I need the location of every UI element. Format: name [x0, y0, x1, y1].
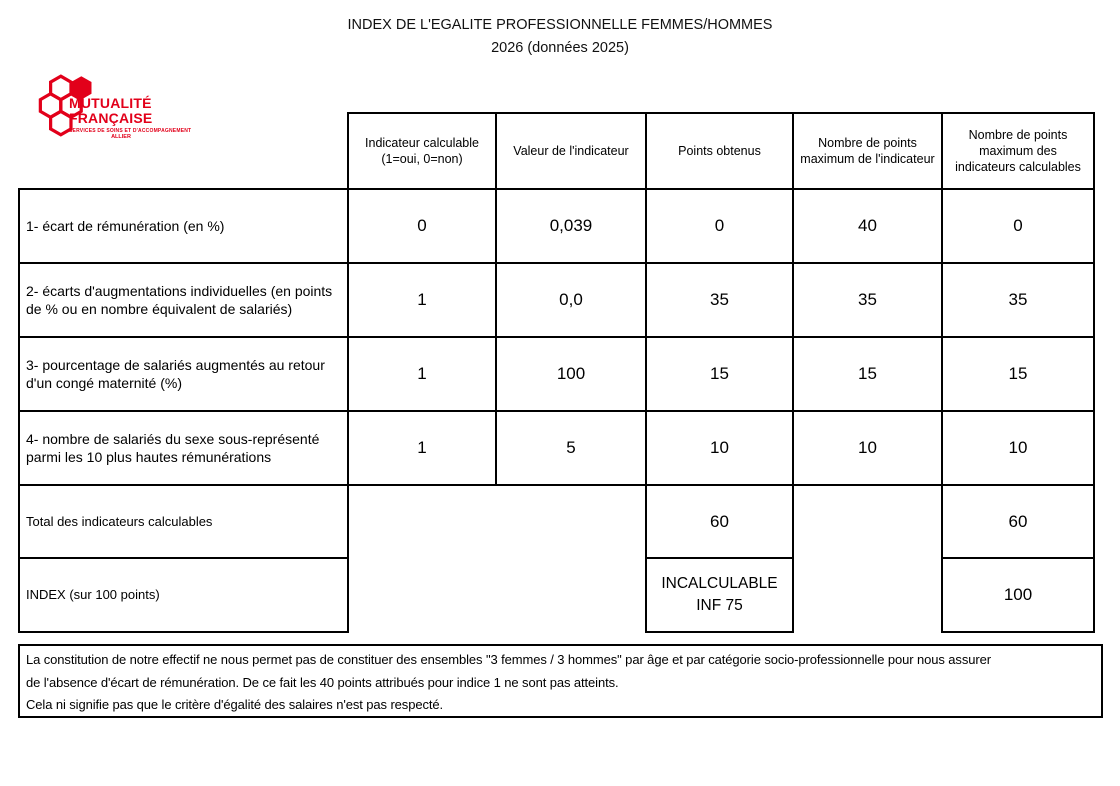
row2-max-indicateur: 35: [792, 262, 943, 338]
row4-points: 10: [645, 410, 794, 486]
page-title-line1: INDEX DE L'EGALITE PROFESSIONNELLE FEMME…: [347, 17, 773, 33]
page-title-line2: 2026 (données 2025): [491, 40, 629, 56]
row4-label: 4- nombre de salariés du sexe sous-repré…: [18, 410, 349, 486]
row3-valeur: 100: [495, 336, 647, 412]
row1-points: 0: [645, 188, 794, 264]
row2-points: 35: [645, 262, 794, 338]
header-valeur-indicateur: Valeur de l'indicateur: [495, 112, 647, 190]
row2-label: 2- écarts d'augmentations individuelles …: [18, 262, 349, 338]
row1-calculable: 0: [347, 188, 497, 264]
footnote-line1: La constitution de notre effectif ne nou…: [26, 652, 991, 667]
index-row-points: INCALCULABLE INF 75: [645, 557, 794, 633]
footnote-box: La constitution de notre effectif ne nou…: [18, 644, 1103, 718]
honeycomb-logo-icon: [38, 74, 92, 137]
row3-points: 15: [645, 336, 794, 412]
row4-max-calculables: 10: [941, 410, 1095, 486]
index-row-label: INDEX (sur 100 points): [18, 557, 349, 633]
total-row-max-calculables: 60: [941, 484, 1095, 559]
row1-max-indicateur: 40: [792, 188, 943, 264]
total-row-label: Total des indicateurs calculables: [18, 484, 349, 559]
logo-mutualite-francaise: MUTUALITÉ FRANÇAISE SERVICES DE SOINS ET…: [38, 72, 192, 150]
row4-calculable: 1: [347, 410, 497, 486]
index-row-max-calculables: 100: [941, 557, 1095, 633]
footnote-line3: Cela ni signifie pas que le critère d'ég…: [26, 697, 444, 712]
hexagon-filled-icon: [71, 76, 92, 100]
row1-valeur: 0,039: [495, 188, 647, 264]
logo-tagline: SERVICES DE SOINS ET D'ACCOMPAGNEMENT: [69, 128, 192, 134]
header-points-obtenus: Points obtenus: [645, 112, 794, 190]
row3-max-calculables: 15: [941, 336, 1095, 412]
logo-region: ALLIER: [111, 134, 131, 140]
header-max-calculables-text: Nombre de points maximum des indicateurs…: [955, 128, 1081, 174]
row1-label: 1- écart de rémunération (en %): [18, 188, 349, 264]
header-max-calculables: Nombre de points maximum des indicateurs…: [941, 112, 1095, 190]
row2-valeur: 0,0: [495, 262, 647, 338]
row4-max-indicateur: 10: [792, 410, 943, 486]
footnote-line2: de l'absence d'écart de rémunération. De…: [26, 674, 619, 690]
logo-name-line2: FRANÇAISE: [69, 110, 153, 126]
header-max-indicateur: Nombre de points maximum de l'indicateur: [792, 112, 943, 190]
header-indicateur-calculable: Indicateur calculable (1=oui, 0=non): [347, 112, 497, 190]
hexagon-outline-icon: [49, 109, 73, 137]
logo-name-line1: MUTUALITÉ: [69, 95, 152, 111]
total-row-points: 60: [645, 484, 794, 559]
row3-max-indicateur: 15: [792, 336, 943, 412]
page-title: INDEX DE L'EGALITE PROFESSIONNELLE FEMME…: [0, 14, 1120, 60]
row3-label: 3- pourcentage de salariés augmentés au …: [18, 336, 349, 412]
row1-max-calculables: 0: [941, 188, 1095, 264]
row4-valeur: 5: [495, 410, 647, 486]
row2-max-calculables: 35: [941, 262, 1095, 338]
row2-calculable: 1: [347, 262, 497, 338]
row3-calculable: 1: [347, 336, 497, 412]
